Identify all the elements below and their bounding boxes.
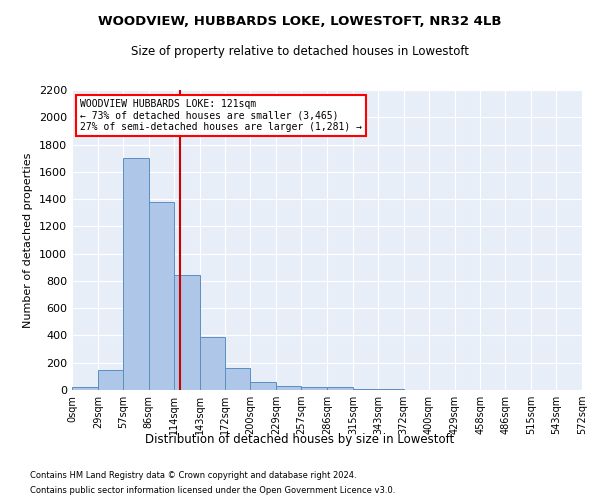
Text: Distribution of detached houses by size in Lowestoft: Distribution of detached houses by size … xyxy=(145,432,455,446)
Text: WOODVIEW, HUBBARDS LOKE, LOWESTOFT, NR32 4LB: WOODVIEW, HUBBARDS LOKE, LOWESTOFT, NR32… xyxy=(98,15,502,28)
Bar xyxy=(301,386,327,390)
Bar xyxy=(199,337,226,390)
Text: WOODVIEW HUBBARDS LOKE: 121sqm
← 73% of detached houses are smaller (3,465)
27% : WOODVIEW HUBBARDS LOKE: 121sqm ← 73% of … xyxy=(80,99,362,132)
Bar xyxy=(226,368,250,390)
Y-axis label: Number of detached properties: Number of detached properties xyxy=(23,152,34,328)
Bar xyxy=(276,386,301,390)
Text: Contains HM Land Registry data © Crown copyright and database right 2024.: Contains HM Land Registry data © Crown c… xyxy=(30,471,356,480)
Bar xyxy=(149,202,173,390)
Bar xyxy=(123,158,149,390)
Bar xyxy=(250,382,276,390)
Bar xyxy=(98,370,123,390)
Bar xyxy=(327,386,353,390)
Text: Size of property relative to detached houses in Lowestoft: Size of property relative to detached ho… xyxy=(131,45,469,58)
Bar xyxy=(173,276,199,390)
Text: Contains public sector information licensed under the Open Government Licence v3: Contains public sector information licen… xyxy=(30,486,395,495)
Bar xyxy=(72,388,98,390)
